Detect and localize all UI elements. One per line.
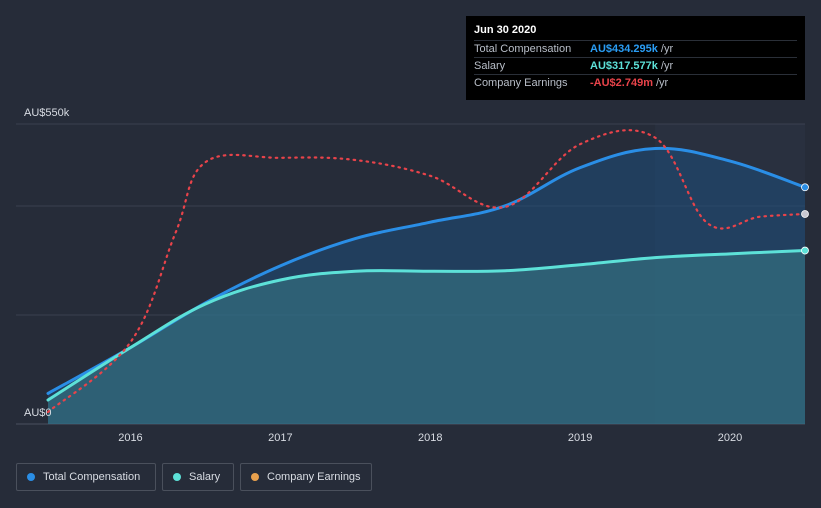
tooltip-value: -AU$2.749m	[590, 77, 653, 89]
tooltip-value: AU$317.577k	[590, 60, 658, 72]
salary-line	[46, 249, 805, 402]
tooltip-label: Company Earnings	[474, 77, 568, 89]
tooltip-unit: /yr	[660, 60, 674, 72]
company-earnings-line	[46, 129, 805, 414]
x-tick-label: 2018	[418, 432, 442, 444]
y-tick-label-min: AU$0	[24, 407, 52, 419]
tooltip-row-company-earnings: Company Earnings -AU$2.749m /yr	[474, 74, 797, 91]
total-compensation-area	[48, 148, 805, 425]
x-tick-label: 2020	[718, 432, 742, 444]
salary-area	[48, 250, 805, 424]
legend-label: Salary	[189, 471, 221, 483]
y-tick-label-max: AU$550k	[24, 107, 70, 119]
tooltip-label: Total Compensation	[474, 43, 572, 55]
salary-endpoint[interactable]	[801, 246, 809, 255]
tooltip-unit: /yr	[660, 43, 674, 55]
x-tick-label: 2016	[118, 432, 142, 444]
legend-dot-icon	[251, 473, 259, 481]
legend-dot-icon	[173, 473, 181, 481]
tooltip-unit: /yr	[655, 77, 669, 89]
legend-total-compensation[interactable]: Total Compensation	[16, 463, 156, 491]
legend-company-earnings[interactable]: Company Earnings	[240, 463, 372, 491]
legend-label: Company Earnings	[267, 471, 361, 483]
tooltip-value: AU$434.295k	[590, 43, 658, 55]
tooltip-date: Jun 30 2020	[474, 24, 537, 36]
x-tick-label: 2019	[568, 432, 592, 444]
legend-salary[interactable]: Salary	[162, 463, 234, 491]
tooltip-row-total-compensation: Total Compensation AU$434.295k /yr	[474, 40, 797, 57]
chart-legend: Total Compensation Salary Company Earnin…	[16, 463, 372, 491]
x-tick-label: 2017	[268, 432, 292, 444]
company-earnings-endpoint[interactable]	[801, 210, 809, 218]
total-compensation-endpoint[interactable]	[801, 183, 809, 192]
tooltip-label: Salary	[474, 60, 506, 72]
tooltip-row-salary: Salary AU$317.577k /yr	[474, 57, 797, 74]
tooltip-panel: Jun 30 2020 Total Compensation AU$434.29…	[466, 16, 805, 100]
legend-label: Total Compensation	[43, 471, 141, 483]
legend-dot-icon	[27, 473, 35, 481]
